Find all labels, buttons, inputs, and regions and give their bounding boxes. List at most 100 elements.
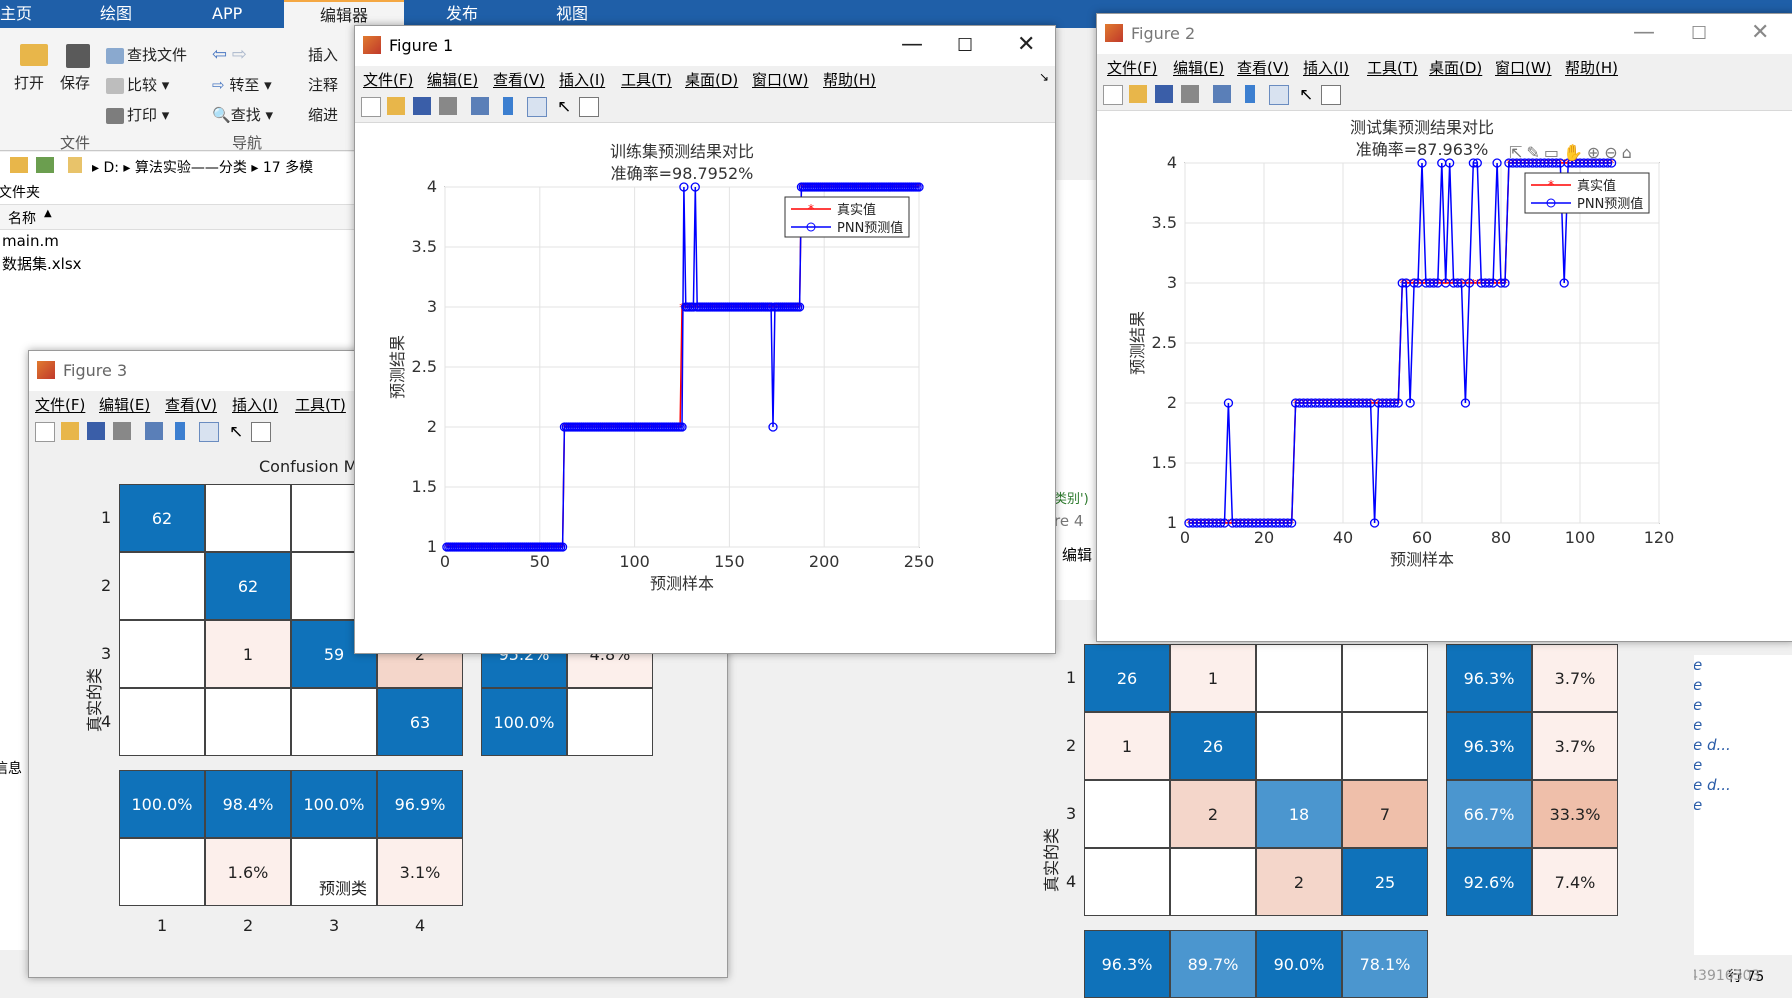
pointer-icon[interactable]: ↖ <box>229 422 244 442</box>
brush-icon[interactable]: ✎ <box>1526 143 1544 162</box>
group-label-file: 文件 <box>60 134 91 152</box>
open-file-icon[interactable] <box>1129 85 1147 103</box>
figure1-window[interactable]: Figure 1 — ☐ ✕ 文件(F) 编辑(E) 查看(V) 插入(I) 工… <box>354 25 1056 654</box>
colorbar-icon[interactable] <box>503 97 513 115</box>
print-icon[interactable] <box>1181 85 1199 103</box>
insert-button[interactable]: 插入 <box>308 46 339 64</box>
forward-arrow-icon[interactable]: ⇨ <box>231 44 247 65</box>
zoom-out-icon[interactable]: ⊖ <box>1604 143 1622 162</box>
property-editor-icon[interactable] <box>579 97 599 117</box>
print-icon[interactable] <box>439 97 457 115</box>
save-button[interactable]: 保存 <box>60 44 90 93</box>
comment-button[interactable]: 注释 <box>308 76 339 94</box>
dock-arrow-icon[interactable]: ↘ <box>1039 70 1050 84</box>
menu-view[interactable]: 查看(V) <box>165 396 217 414</box>
matrix-cell <box>1342 712 1428 780</box>
pred-value-marker <box>679 182 689 192</box>
menu-file[interactable]: 文件(F) <box>1107 59 1158 77</box>
menu-window[interactable]: 窗口(W) <box>1495 59 1552 77</box>
pan-icon[interactable]: ✋ <box>1562 143 1587 162</box>
tab-apps[interactable]: APP <box>212 4 243 23</box>
tab-plots[interactable]: 绘图 <box>100 4 133 23</box>
menu-file[interactable]: 文件(F) <box>363 71 414 89</box>
row-summary-cell: 92.6% <box>1446 848 1532 916</box>
legend-icon[interactable] <box>1269 85 1289 105</box>
breadcrumb-folder[interactable]: 算法实验——分类 <box>134 160 247 176</box>
indent-button[interactable]: 缩进 <box>308 106 339 124</box>
minimize-button[interactable]: — <box>901 32 923 57</box>
property-editor-icon[interactable] <box>1321 85 1341 105</box>
nav-arrows[interactable]: ⇦ ⇨ <box>212 44 247 65</box>
property-editor-icon[interactable] <box>251 422 271 442</box>
legend-icon[interactable] <box>527 97 547 117</box>
menu-edit[interactable]: 编辑(E) <box>1173 59 1225 77</box>
maximize-button[interactable]: ☐ <box>957 35 974 56</box>
menu-desktop[interactable]: 桌面(D) <box>685 71 739 89</box>
menu-window[interactable]: 窗口(W) <box>752 71 809 89</box>
datatip-icon[interactable]: ▭ <box>1543 143 1563 162</box>
compare-button[interactable]: 比较 ▾ <box>106 74 169 95</box>
close-button[interactable]: ✕ <box>1017 32 1036 57</box>
close-button[interactable]: ✕ <box>1751 20 1770 45</box>
menu-edit[interactable]: 编辑(E) <box>99 396 151 414</box>
menu-tools[interactable]: 工具(T) <box>1367 59 1418 77</box>
new-figure-icon[interactable] <box>1103 85 1123 105</box>
minimize-button[interactable]: — <box>1633 20 1655 45</box>
save-icon[interactable] <box>87 422 105 440</box>
open-file-icon[interactable] <box>387 97 405 115</box>
colorbar-icon[interactable] <box>175 422 185 440</box>
menu-tools[interactable]: 工具(T) <box>295 396 346 414</box>
link-plot-icon[interactable] <box>145 422 163 440</box>
menu-insert[interactable]: 插入(I) <box>232 396 279 414</box>
find-button[interactable]: 🔍查找 ▾ <box>212 106 274 124</box>
file-item[interactable]: main.m <box>2 232 59 250</box>
back-arrow-icon[interactable]: ⇦ <box>212 44 228 65</box>
menu-view[interactable]: 查看(V) <box>1237 59 1289 77</box>
pointer-icon[interactable]: ↖ <box>557 97 572 117</box>
link-plot-icon[interactable] <box>471 97 489 115</box>
address-bar[interactable]: ▸ D: ▸ 算法实验——分类 ▸ 17 多模 <box>0 152 360 181</box>
menu-edit[interactable]: 编辑(E) <box>427 71 479 89</box>
figure1-titlebar[interactable]: Figure 1 — ☐ ✕ <box>355 26 1055 66</box>
menu-tools[interactable]: 工具(T) <box>621 71 672 89</box>
export-icon[interactable]: ⇱ <box>1509 143 1527 162</box>
find-files-button[interactable]: 查找文件 <box>106 44 187 65</box>
matrix-cell: 1 <box>205 620 291 688</box>
new-figure-icon[interactable] <box>361 97 381 117</box>
menu-help[interactable]: 帮助(H) <box>1565 59 1618 77</box>
save-icon[interactable] <box>1155 85 1173 103</box>
save-icon[interactable] <box>413 97 431 115</box>
tab-publish[interactable]: 发布 <box>446 4 479 23</box>
name-column-header[interactable]: 名称 ▲ <box>0 204 360 230</box>
colorbar-icon[interactable] <box>1245 85 1255 103</box>
menu-file[interactable]: 文件(F) <box>35 396 86 414</box>
zoom-in-icon[interactable]: ⊕ <box>1586 143 1605 162</box>
breadcrumb-subfolder[interactable]: 17 多模 <box>262 160 314 176</box>
pointer-icon[interactable]: ↖ <box>1299 85 1314 105</box>
figure2-window[interactable]: Figure 2 — ☐ ✕ 文件(F) 编辑(E) 查看(V) 插入(I) 工… <box>1096 13 1792 642</box>
matrix-cell <box>119 688 205 756</box>
menu-insert[interactable]: 插入(I) <box>1303 59 1350 77</box>
open-file-icon[interactable] <box>61 422 79 440</box>
home-icon[interactable]: ⌂ <box>1621 143 1636 162</box>
menu-desktop[interactable]: 桌面(D) <box>1429 59 1483 77</box>
print-button[interactable]: 打印 ▾ <box>106 104 169 125</box>
new-figure-icon[interactable] <box>35 422 55 442</box>
tab-view[interactable]: 视图 <box>556 4 589 23</box>
print-icon[interactable] <box>113 422 131 440</box>
browse-folder-icon[interactable] <box>36 157 54 173</box>
legend-icon[interactable] <box>199 422 219 442</box>
goto-button[interactable]: ⇨ 转至 ▾ <box>212 76 272 94</box>
link-plot-icon[interactable] <box>1213 85 1231 103</box>
menu-help[interactable]: 帮助(H) <box>823 71 876 89</box>
folder-up-icon[interactable] <box>10 157 28 173</box>
file-item[interactable]: 数据集.xlsx <box>2 255 82 273</box>
maximize-button[interactable]: ☐ <box>1691 23 1708 44</box>
breadcrumb-drive[interactable]: D: <box>103 160 119 176</box>
tab-home[interactable]: 主页 <box>0 4 33 23</box>
figure2-titlebar[interactable]: Figure 2 — ☐ ✕ <box>1097 14 1792 54</box>
menu-insert[interactable]: 插入(I) <box>559 71 606 89</box>
open-button[interactable]: 打开 <box>14 44 48 93</box>
pred-value-marker <box>690 182 700 192</box>
menu-view[interactable]: 查看(V) <box>493 71 545 89</box>
